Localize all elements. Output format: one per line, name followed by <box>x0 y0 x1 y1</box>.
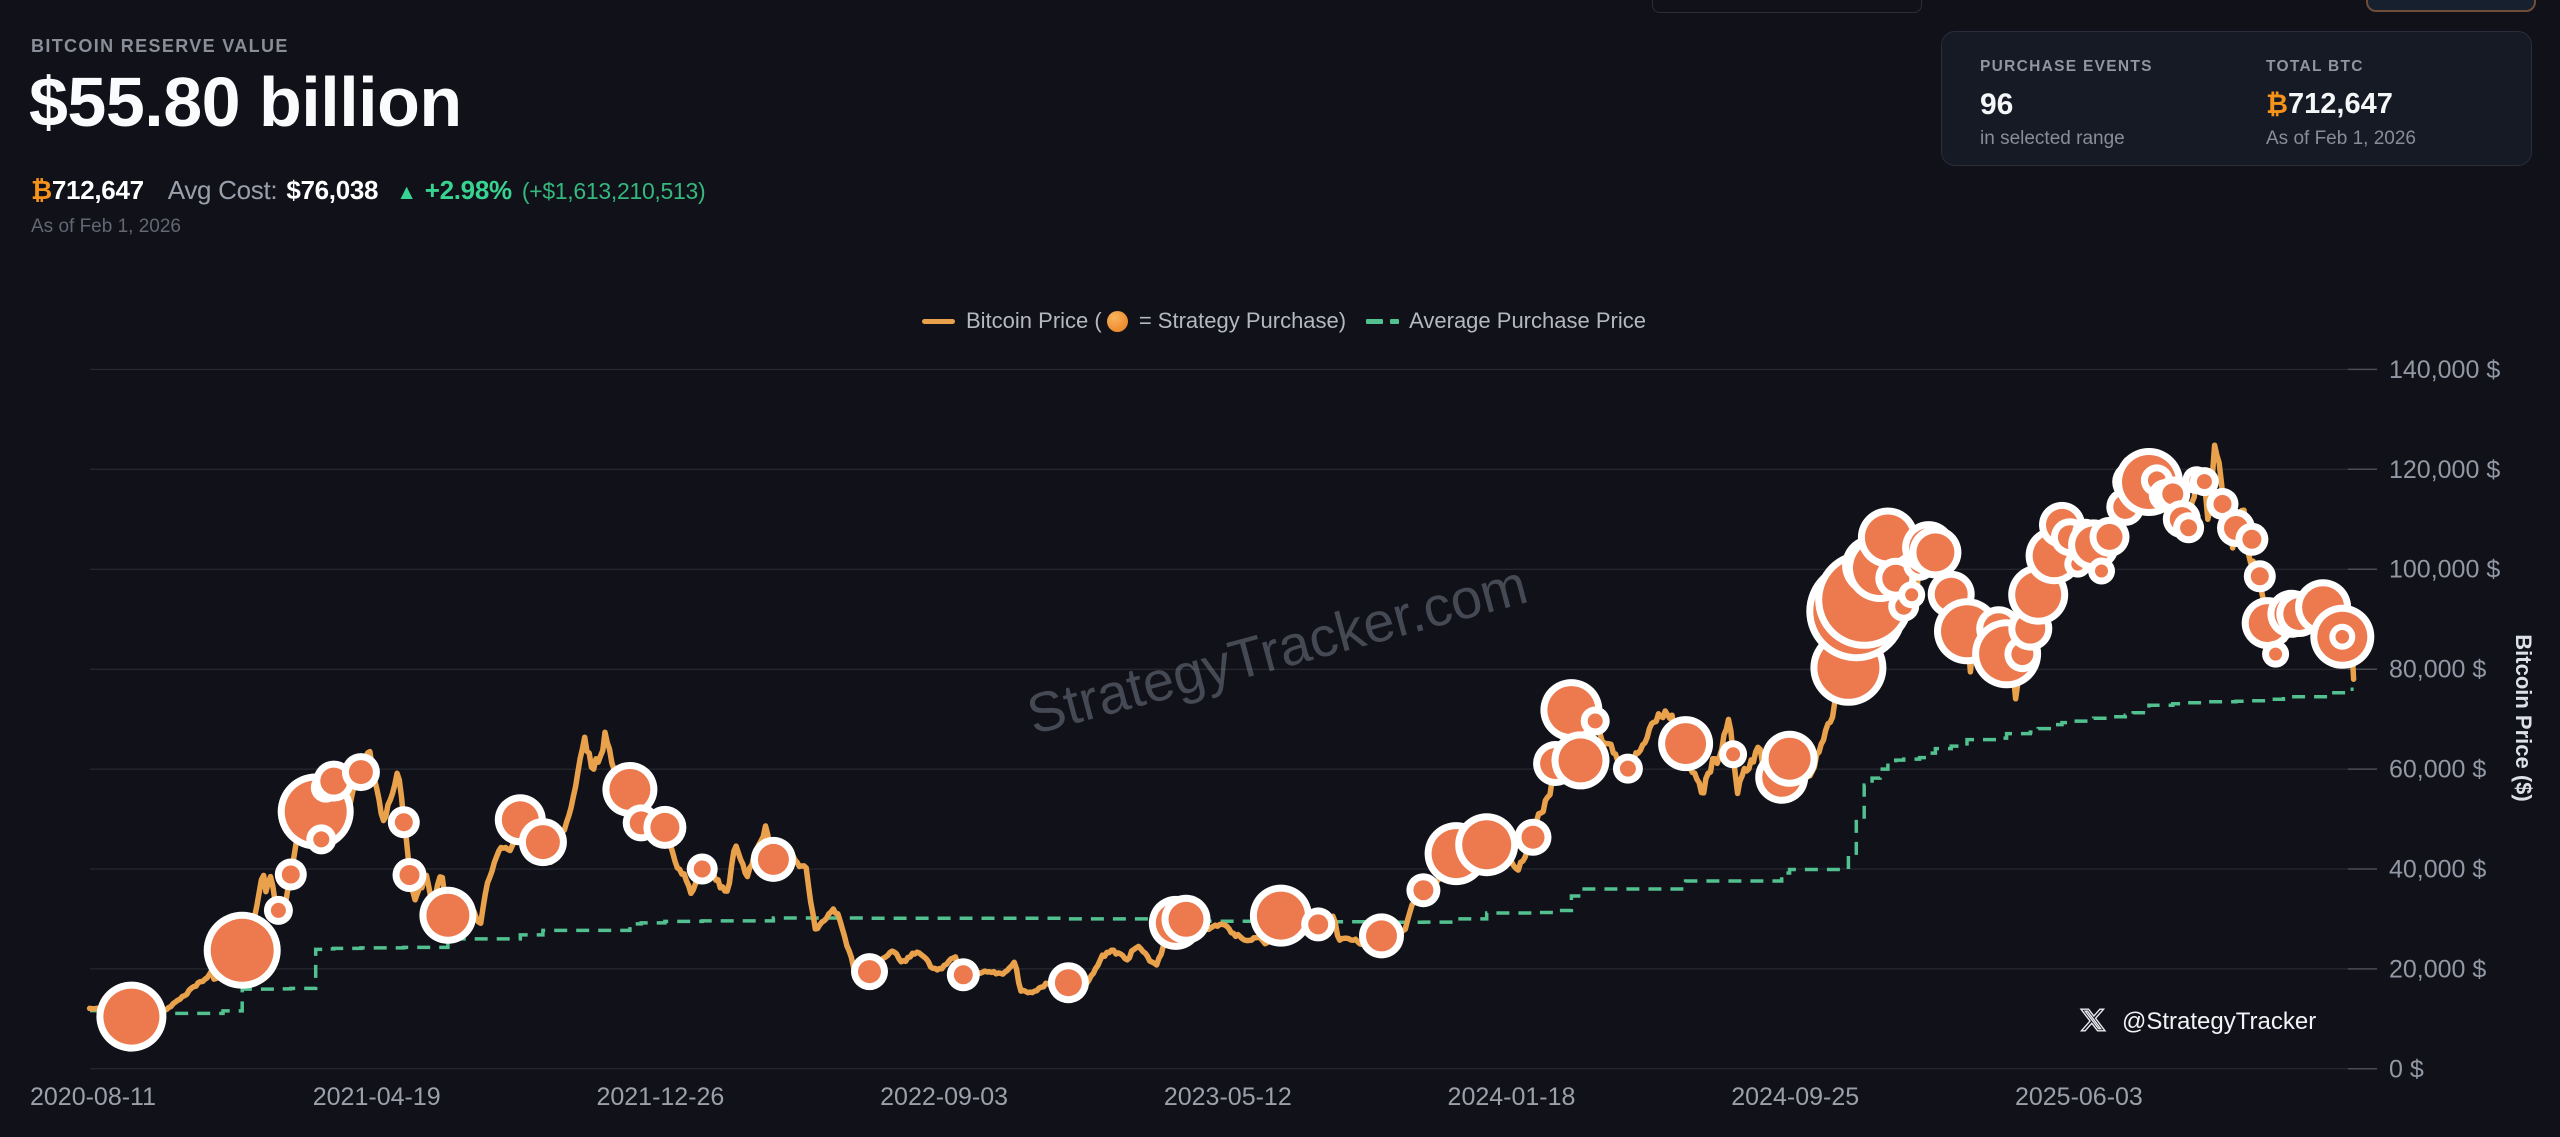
svg-text:2021-12-26: 2021-12-26 <box>596 1083 724 1111</box>
svg-text:0 $: 0 $ <box>2389 1055 2424 1083</box>
svg-text:StrategyTracker.com: StrategyTracker.com <box>1020 552 1533 746</box>
svg-text:@StrategyTracker: @StrategyTracker <box>2122 1008 2316 1035</box>
svg-text:40,000 $: 40,000 $ <box>2389 856 2486 884</box>
svg-text:20,000 $: 20,000 $ <box>2389 955 2486 983</box>
svg-text:2021-04-19: 2021-04-19 <box>313 1083 441 1111</box>
svg-text:2023-05-12: 2023-05-12 <box>1164 1083 1292 1111</box>
svg-text:80,000 $: 80,000 $ <box>2389 656 2486 684</box>
svg-text:120,000 $: 120,000 $ <box>2389 456 2500 484</box>
svg-text:2020-08-11: 2020-08-11 <box>30 1083 156 1111</box>
svg-text:60,000 $: 60,000 $ <box>2389 756 2486 784</box>
svg-text:Bitcoin Price ($): Bitcoin Price ($) <box>2511 634 2536 801</box>
svg-text:2024-01-18: 2024-01-18 <box>1448 1083 1576 1111</box>
svg-text:140,000 $: 140,000 $ <box>2389 356 2500 384</box>
svg-text:2022-09-03: 2022-09-03 <box>880 1083 1008 1111</box>
svg-text:100,000 $: 100,000 $ <box>2389 556 2500 584</box>
svg-text:2024-09-25: 2024-09-25 <box>1731 1083 1859 1111</box>
svg-text:2025-06-03: 2025-06-03 <box>2015 1083 2143 1111</box>
